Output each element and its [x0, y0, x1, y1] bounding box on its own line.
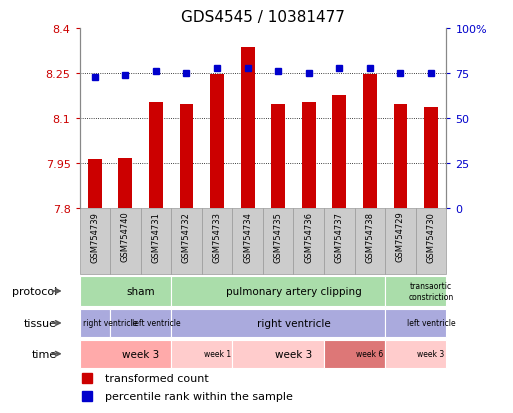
- Bar: [80, 209, 110, 275]
- Bar: [385, 209, 416, 275]
- Bar: [141, 209, 171, 275]
- Bar: [385, 340, 446, 368]
- Bar: [149, 102, 163, 209]
- Text: GSM754734: GSM754734: [243, 211, 252, 262]
- Text: GSM754736: GSM754736: [304, 211, 313, 262]
- Bar: [332, 95, 346, 209]
- Bar: [202, 209, 232, 275]
- Bar: [271, 104, 285, 209]
- Text: tissue: tissue: [24, 318, 57, 328]
- Bar: [80, 309, 110, 337]
- Text: week 1: week 1: [204, 349, 231, 358]
- Bar: [385, 309, 446, 337]
- Text: transformed count: transformed count: [105, 373, 209, 383]
- Text: right ventricle: right ventricle: [83, 319, 137, 328]
- Text: week 6: week 6: [356, 349, 384, 358]
- Bar: [80, 276, 171, 306]
- Text: GSM754739: GSM754739: [90, 211, 100, 262]
- Text: left ventricle: left ventricle: [132, 319, 180, 328]
- Bar: [180, 104, 193, 209]
- Text: GSM754735: GSM754735: [274, 211, 283, 262]
- Text: time: time: [32, 349, 57, 359]
- Bar: [110, 209, 141, 275]
- Bar: [232, 340, 324, 368]
- Text: GSM754733: GSM754733: [212, 211, 222, 262]
- Text: GSM754740: GSM754740: [121, 211, 130, 262]
- Text: right ventricle: right ventricle: [256, 318, 330, 328]
- Bar: [171, 309, 385, 337]
- Bar: [293, 209, 324, 275]
- Bar: [263, 209, 293, 275]
- Bar: [119, 158, 132, 209]
- Bar: [385, 276, 446, 306]
- Text: pulmonary artery clipping: pulmonary artery clipping: [226, 286, 361, 296]
- Text: sham: sham: [126, 286, 155, 296]
- Bar: [110, 309, 171, 337]
- Text: GSM754730: GSM754730: [426, 211, 436, 262]
- Bar: [302, 103, 315, 209]
- Bar: [416, 209, 446, 275]
- Bar: [324, 209, 354, 275]
- Bar: [171, 340, 232, 368]
- Title: GDS4545 / 10381477: GDS4545 / 10381477: [181, 10, 345, 25]
- Bar: [393, 104, 407, 209]
- Text: GSM754738: GSM754738: [365, 211, 374, 262]
- Text: week 3: week 3: [418, 349, 445, 358]
- Text: GSM754731: GSM754731: [151, 211, 161, 262]
- Bar: [232, 209, 263, 275]
- Text: GSM754732: GSM754732: [182, 211, 191, 262]
- Text: week 3: week 3: [122, 349, 159, 359]
- Text: GSM754737: GSM754737: [335, 211, 344, 262]
- Bar: [171, 209, 202, 275]
- Bar: [171, 276, 385, 306]
- Bar: [354, 209, 385, 275]
- Bar: [80, 340, 171, 368]
- Text: left ventricle: left ventricle: [407, 319, 456, 328]
- Text: GSM754729: GSM754729: [396, 211, 405, 262]
- Bar: [424, 107, 438, 209]
- Bar: [363, 74, 377, 209]
- Bar: [241, 48, 254, 209]
- Text: protocol: protocol: [12, 286, 57, 296]
- Bar: [88, 160, 102, 209]
- Bar: [210, 74, 224, 209]
- Text: transaortic
constriction: transaortic constriction: [408, 282, 453, 301]
- Text: percentile rank within the sample: percentile rank within the sample: [105, 391, 293, 401]
- Text: week 3: week 3: [275, 349, 312, 359]
- Bar: [324, 340, 385, 368]
